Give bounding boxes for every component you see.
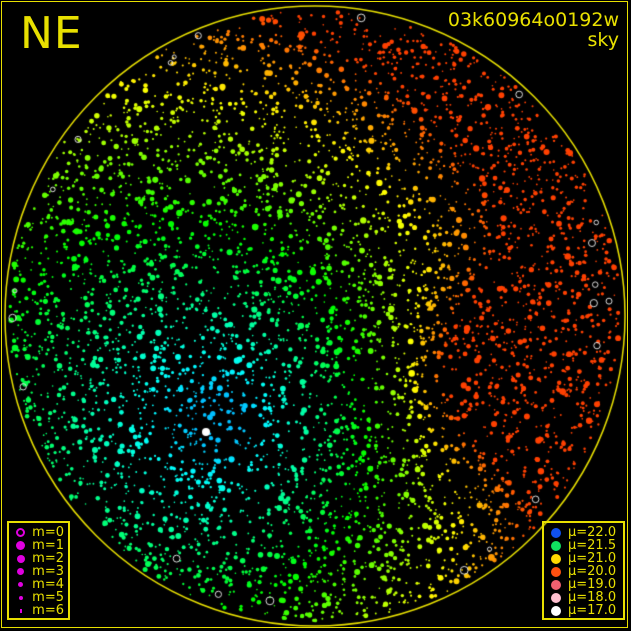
brightness-legend-row: μ=21.5	[548, 538, 619, 553]
image-id: 03k60964o0192w sky	[448, 10, 619, 50]
brightness-legend-row: μ=18.0	[548, 590, 619, 605]
magnitude-symbol-icon	[13, 541, 28, 550]
brightness-legend-row: μ=20.0	[548, 564, 619, 579]
brightness-legend-row: μ=17.0	[548, 603, 619, 618]
brightness-swatch-icon	[548, 540, 564, 551]
magnitude-symbol-icon	[13, 528, 28, 537]
magnitude-label: m=5	[32, 590, 64, 605]
brightness-label: μ=17.0	[568, 603, 617, 618]
magnitude-legend-row: m=2	[13, 551, 64, 566]
brightness-legend-row: μ=21.0	[548, 551, 619, 566]
magnitude-label: m=0	[32, 525, 64, 540]
mode-label: sky	[587, 29, 619, 51]
brightness-swatch-icon	[548, 566, 564, 577]
magnitude-legend-row: m=1	[13, 538, 64, 553]
brightness-label: μ=19.0	[568, 577, 617, 592]
magnitude-label: m=3	[32, 564, 64, 579]
brightness-label: μ=21.5	[568, 538, 617, 553]
magnitude-legend: m=0 m=1 m=2 m=3 m=4 m=5 m=6	[7, 521, 70, 620]
brightness-legend-row: μ=22.0	[548, 525, 619, 540]
brightness-legend: μ=22.0 μ=21.5 μ=21.0 μ=20.0 μ=19.0 μ=18.0 μ=17…	[542, 521, 625, 620]
magnitude-label: m=6	[32, 603, 64, 618]
magnitude-label: m=1	[32, 538, 64, 553]
magnitude-symbol-icon	[13, 554, 28, 563]
magnitude-legend-row: m=6	[13, 603, 64, 618]
image-id-text: 03k60964o0192w	[447, 9, 619, 31]
brightness-label: μ=18.0	[568, 590, 617, 605]
magnitude-label: m=2	[32, 551, 64, 566]
magnitude-symbol-icon	[13, 582, 28, 587]
brightness-label: μ=21.0	[568, 551, 617, 566]
magnitude-legend-row: m=0	[13, 525, 64, 540]
magnitude-label: m=4	[32, 577, 64, 592]
brightness-swatch-icon	[548, 579, 564, 590]
magnitude-legend-row: m=5	[13, 590, 64, 605]
brightness-label: μ=22.0	[568, 525, 617, 540]
magnitude-legend-row: m=4	[13, 577, 64, 592]
magnitude-legend-row: m=3	[13, 564, 64, 579]
brightness-legend-row: μ=19.0	[548, 577, 619, 592]
brightness-swatch-icon	[548, 527, 564, 538]
brightness-swatch-icon	[548, 553, 564, 564]
direction-label: NE	[20, 8, 83, 59]
magnitude-symbol-icon	[13, 595, 28, 600]
magnitude-symbol-icon	[13, 608, 28, 613]
brightness-label: μ=20.0	[568, 564, 617, 579]
brightness-swatch-icon	[548, 592, 564, 603]
brightness-swatch-icon	[548, 605, 564, 616]
magnitude-symbol-icon	[13, 568, 28, 575]
